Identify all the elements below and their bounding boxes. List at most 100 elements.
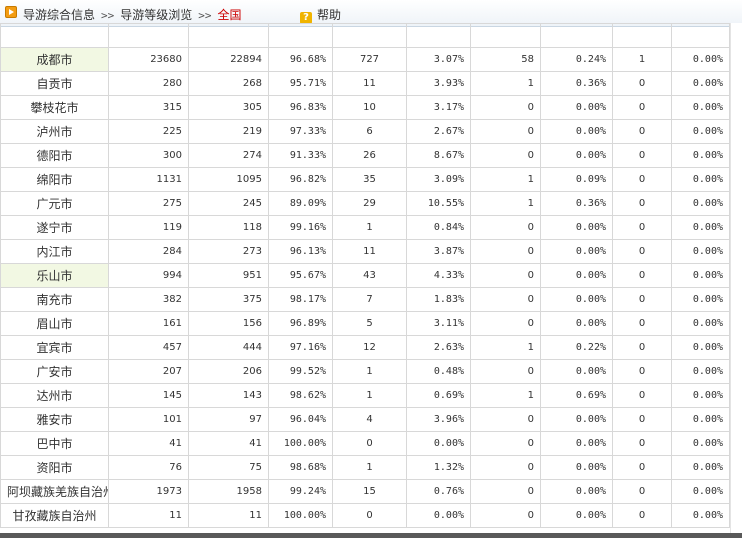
cell-pct-c: 0.00%: [540, 311, 613, 336]
header-cell: [612, 23, 672, 48]
table-body: 成都市 23680 22894 96.68% 727 3.07% 58 0.24% 1 0.00%…: [0, 23, 730, 528]
cell-city[interactable]: 广元市: [0, 191, 109, 216]
cell-pct-b: 2.63%: [406, 335, 471, 360]
breadcrumb-separator: >>: [198, 9, 212, 22]
cell-count-c: 0: [470, 215, 541, 240]
cell-count-c: 0: [470, 239, 541, 264]
cell-pct-c: 0.00%: [540, 119, 613, 144]
cell-city[interactable]: 遂宁市: [0, 215, 109, 240]
cell-pct-c: 0.22%: [540, 335, 613, 360]
cell-total: 101: [108, 407, 189, 432]
cell-pct-c: 0.00%: [540, 431, 613, 456]
cell-city[interactable]: 乐山市: [0, 263, 109, 288]
cell-count-b: 35: [332, 167, 407, 192]
cell-total: 76: [108, 455, 189, 480]
vertical-scrollbar[interactable]: [730, 23, 742, 538]
cell-total: 315: [108, 95, 189, 120]
cell-pct-c: 0.36%: [540, 71, 613, 96]
cell-count-d: 0: [612, 479, 672, 504]
cell-city[interactable]: 攀枝花市: [0, 95, 109, 120]
cell-city[interactable]: 广安市: [0, 359, 109, 384]
cell-pct-b: 1.32%: [406, 455, 471, 480]
cell-pct-d: 0.00%: [671, 167, 730, 192]
cell-count-c: 58: [470, 47, 541, 72]
cell-pct-b: 0.84%: [406, 215, 471, 240]
table-row: 内江市 284 273 96.13% 11 3.87% 0 0.00% 0 0.00%: [0, 239, 730, 264]
breadcrumb-separator: >>: [101, 9, 115, 22]
help-link[interactable]: ? 帮助: [300, 6, 341, 24]
cell-pct-b: 1.83%: [406, 287, 471, 312]
cell-count-d: 0: [612, 455, 672, 480]
cell-pct-d: 0.00%: [671, 191, 730, 216]
cell-city[interactable]: 雅安市: [0, 407, 109, 432]
cell-count-b: 6: [332, 119, 407, 144]
cell-pct-a: 96.89%: [268, 311, 333, 336]
cell-count-b: 11: [332, 239, 407, 264]
cell-count-d: 0: [612, 239, 672, 264]
cell-city[interactable]: 南充市: [0, 287, 109, 312]
table-row: 德阳市 300 274 91.33% 26 8.67% 0 0.00% 0 0.00%: [0, 143, 730, 168]
breadcrumb-item-guide-info[interactable]: 导游综合信息: [23, 8, 96, 22]
cell-city[interactable]: 绵阳市: [0, 167, 109, 192]
cell-pct-b: 8.67%: [406, 143, 471, 168]
cell-pct-d: 0.00%: [671, 407, 730, 432]
cell-pct-a: 100.00%: [268, 431, 333, 456]
cell-city[interactable]: 巴中市: [0, 431, 109, 456]
cell-pct-a: 97.16%: [268, 335, 333, 360]
cell-total: 300: [108, 143, 189, 168]
table-row: 遂宁市 119 118 99.16% 1 0.84% 0 0.00% 0 0.00%: [0, 215, 730, 240]
cell-city[interactable]: 宜宾市: [0, 335, 109, 360]
cell-city[interactable]: 自贡市: [0, 71, 109, 96]
cell-pct-a: 96.83%: [268, 95, 333, 120]
cell-count-b: 29: [332, 191, 407, 216]
cell-pct-d: 0.00%: [671, 215, 730, 240]
header-cell: [332, 23, 407, 48]
cell-count-b: 26: [332, 143, 407, 168]
cell-count-c: 0: [470, 359, 541, 384]
cell-city[interactable]: 资阳市: [0, 455, 109, 480]
help-label: 帮助: [317, 8, 342, 22]
breadcrumb-item-guide-level[interactable]: 导游等级浏览: [120, 8, 193, 22]
cell-pct-b: 0.00%: [406, 431, 471, 456]
header-cell: [671, 23, 730, 48]
cell-count-c: 1: [470, 383, 541, 408]
cell-pct-b: 3.09%: [406, 167, 471, 192]
cell-pct-c: 0.69%: [540, 383, 613, 408]
table-row: 广安市 207 206 99.52% 1 0.48% 0 0.00% 0 0.00%: [0, 359, 730, 384]
cell-count-d: 0: [612, 383, 672, 408]
horizontal-scrollbar[interactable]: [0, 533, 742, 538]
cell-city[interactable]: 阿坝藏族羌族自治州: [0, 479, 109, 504]
cell-pct-d: 0.00%: [671, 503, 730, 528]
table-row: 甘孜藏族自治州 11 11 100.00% 0 0.00% 0 0.00% 0 0.00%: [0, 503, 730, 528]
cell-count-a: 75: [188, 455, 269, 480]
cell-count-b: 10: [332, 95, 407, 120]
cell-total: 41: [108, 431, 189, 456]
cell-count-a: 1095: [188, 167, 269, 192]
header-cell: [0, 23, 109, 48]
cell-count-a: 273: [188, 239, 269, 264]
cell-pct-c: 0.00%: [540, 479, 613, 504]
cell-count-c: 0: [470, 479, 541, 504]
cell-pct-b: 3.07%: [406, 47, 471, 72]
cell-city[interactable]: 甘孜藏族自治州: [0, 503, 109, 528]
cell-city[interactable]: 泸州市: [0, 119, 109, 144]
cell-pct-c: 0.00%: [540, 263, 613, 288]
cell-city[interactable]: 德阳市: [0, 143, 109, 168]
cell-pct-a: 96.04%: [268, 407, 333, 432]
cell-city[interactable]: 眉山市: [0, 311, 109, 336]
cell-pct-b: 0.69%: [406, 383, 471, 408]
cell-count-c: 0: [470, 263, 541, 288]
cell-count-b: 1: [332, 455, 407, 480]
breadcrumb-item-current: 全国: [217, 8, 242, 22]
cell-count-c: 0: [470, 407, 541, 432]
cell-city[interactable]: 内江市: [0, 239, 109, 264]
cell-pct-a: 91.33%: [268, 143, 333, 168]
cell-city[interactable]: 达州市: [0, 383, 109, 408]
cell-count-a: 143: [188, 383, 269, 408]
cell-count-c: 1: [470, 335, 541, 360]
cell-pct-b: 3.96%: [406, 407, 471, 432]
cell-count-d: 0: [612, 215, 672, 240]
cell-count-a: 97: [188, 407, 269, 432]
cell-city[interactable]: 成都市: [0, 47, 109, 72]
cell-count-d: 0: [612, 287, 672, 312]
